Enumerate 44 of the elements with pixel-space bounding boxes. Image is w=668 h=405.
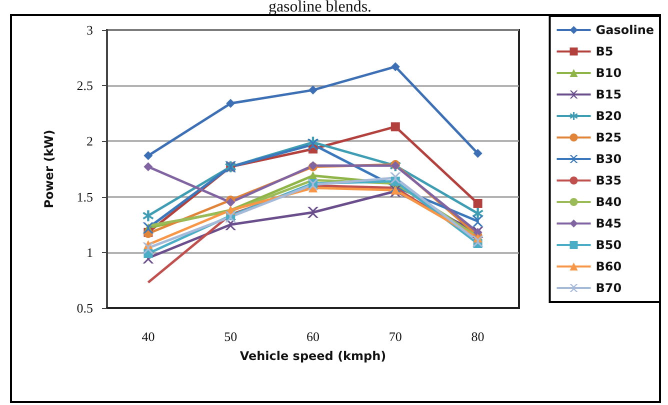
legend-label: B20 [596,109,622,123]
y-tick-label: 2.5 [76,78,93,94]
point [142,210,154,222]
point [472,216,484,227]
y-tick-label: 3 [86,22,93,38]
legend-label: B5 [596,44,614,58]
x-axis-title: Vehicle speed (kmph) [240,349,386,363]
y-tick-label: 1 [86,244,93,260]
point [473,198,482,208]
legend-label: B60 [596,260,622,274]
point [473,148,482,158]
x-tick-label: 70 [388,329,402,344]
legend-label: B30 [596,152,622,166]
legend-label: Gasoline [596,23,654,37]
point [390,62,400,72]
point [472,236,484,247]
point [308,139,318,150]
chart-title: gasoline blends. [268,0,372,16]
legend-label: B25 [596,130,622,144]
point [226,98,236,108]
x-tick-label: 40 [142,329,155,344]
point [142,242,154,254]
y-tick-label: 2 [86,134,93,149]
legend-label: B40 [596,195,622,209]
point [390,172,401,184]
point [472,208,484,219]
legend-label: B35 [596,174,622,188]
point [308,179,318,190]
x-tick-label: 60 [306,329,320,344]
legend-label: B10 [596,66,622,80]
point [144,162,153,172]
y-tick-label: 1.5 [76,189,93,204]
legend-label: B50 [596,238,622,252]
point [308,206,318,218]
legend-label: B15 [596,88,622,102]
legend-label: B45 [596,216,622,230]
x-tick-label: 80 [471,329,484,344]
x-tick-label: 50 [224,329,238,344]
legend-label: B70 [596,281,622,295]
y-tick-label: 0.5 [76,300,93,316]
point [144,151,153,160]
point [308,86,318,95]
point [390,122,400,132]
y-axis-title: Power (kW) [42,130,56,208]
